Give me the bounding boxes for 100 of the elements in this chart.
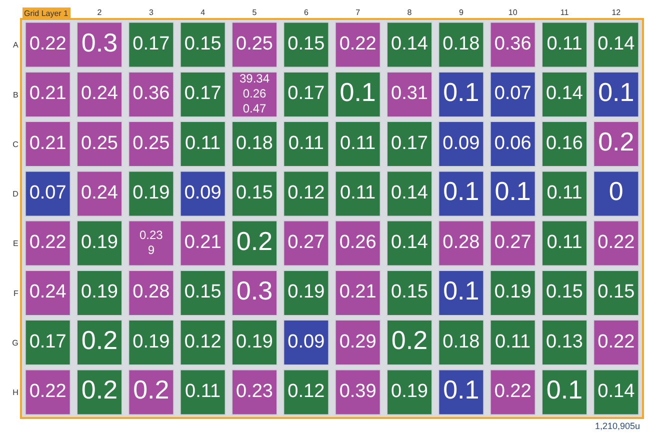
y-tick-label: B — [13, 90, 18, 100]
data-label: 0.28 — [442, 232, 480, 254]
data-label: 0.1 — [340, 76, 376, 107]
data-label: 0.09 — [442, 132, 480, 154]
data-label: 0.22 — [339, 34, 376, 55]
data-label: 0.3 — [81, 27, 118, 58]
data-label: 0.39 — [339, 380, 376, 402]
data-label: 0.18 — [442, 331, 480, 352]
data-label: 0.2 — [81, 374, 118, 405]
chart-title: Grid Layer 1 — [24, 9, 69, 18]
data-label: 0.21 — [339, 282, 376, 303]
data-label: 0.24 — [29, 282, 67, 303]
data-label: 0.1 — [443, 275, 480, 306]
data-label: 0.15 — [546, 282, 583, 303]
data-label: 0.2 — [598, 126, 634, 157]
x-tick-label: 12 — [612, 8, 622, 17]
data-label: 0.11 — [340, 132, 376, 154]
x-tick-label: 2 — [97, 8, 102, 17]
y-tick-label: C — [12, 140, 19, 149]
x-tick-label: 4 — [200, 8, 206, 17]
data-label: 0.25 — [132, 132, 170, 154]
text: 1,210,905u — [595, 421, 640, 431]
data-label: 0.19 — [81, 282, 118, 303]
y-tick-label: G — [12, 338, 18, 348]
data-label: 0.15 — [236, 182, 273, 204]
data-label: 0.29 — [339, 331, 376, 352]
data-label: 0.13 — [546, 331, 583, 352]
text: 39.34 0.26 0.47 — [239, 72, 270, 116]
data-label: 0.07 — [494, 83, 532, 104]
data-label: 0.17 — [288, 83, 325, 104]
data-label: 0.19 — [132, 182, 170, 204]
data-label: 0.22 — [598, 232, 635, 254]
data-label: 0.09 — [184, 182, 222, 204]
data-label: 0.14 — [391, 34, 428, 55]
data-label: 0.2 — [236, 226, 273, 256]
data-label: 0.17 — [184, 83, 222, 104]
data-label: 0.23 — [236, 380, 273, 402]
data-label: 0.26 — [339, 232, 376, 254]
data-label: 0 — [608, 176, 624, 206]
data-label: 0.2 — [391, 325, 428, 356]
data-label: 0.15 — [184, 282, 222, 303]
data-label: 0.15 — [288, 34, 325, 55]
data-label: 0.2 — [81, 325, 118, 356]
data-label: 0.17 — [132, 34, 170, 55]
data-label: 0.14 — [391, 182, 428, 204]
data-label: 0.27 — [288, 232, 325, 254]
data-label: 0.14 — [598, 380, 636, 402]
data-label: 0.22 — [29, 34, 66, 55]
data-label: 0.14 — [598, 34, 636, 55]
data-label: 0.12 — [288, 182, 325, 204]
data-label: 0.1 — [443, 374, 480, 405]
data-label: 0.25 — [81, 132, 118, 154]
data-label: 0.19 — [81, 232, 118, 254]
y-tick-label: F — [14, 288, 19, 298]
x-tick-label: 6 — [304, 8, 309, 17]
data-label: 0.11 — [546, 232, 582, 254]
data-label: 0.12 — [288, 380, 325, 402]
data-label: 0.11 — [546, 34, 582, 55]
data-label: 0.15 — [598, 282, 635, 303]
data-label: 0.22 — [29, 380, 66, 402]
data-label: 0.1 — [598, 76, 634, 107]
data-label: 0.12 — [184, 331, 222, 352]
data-label: 0.21 — [29, 83, 66, 104]
data-label: 0.11 — [288, 132, 324, 154]
data-label: 0.19 — [494, 282, 532, 303]
data-label: 0.1 — [443, 76, 480, 107]
data-label: 0.25 — [236, 34, 273, 55]
x-tick-label: 5 — [252, 8, 258, 17]
x-tick-label: 8 — [407, 8, 412, 17]
data-label: 0.11 — [185, 380, 221, 402]
data-label: 0.1 — [546, 374, 583, 405]
text: 0.23 9 — [139, 228, 163, 257]
data-label: 0.11 — [340, 182, 376, 204]
data-label: 0.22 — [598, 331, 635, 352]
y-tick-label: E — [13, 239, 18, 248]
data-label: 0.21 — [184, 232, 222, 254]
y-tick-label: D — [12, 189, 19, 198]
x-tick-label: 10 — [508, 8, 518, 17]
data-label: 0.2 — [133, 374, 170, 405]
x-tick-label: 11 — [560, 8, 570, 17]
data-label: 0.19 — [288, 282, 325, 303]
data-label: 0.18 — [236, 132, 273, 154]
x-tick-label: 7 — [356, 8, 361, 17]
data-label: 0.22 — [494, 380, 532, 402]
data-label: 0.31 — [391, 83, 428, 104]
y-tick-label: A — [13, 40, 20, 50]
data-label: 0.06 — [494, 132, 532, 154]
data-label: 0.14 — [546, 83, 584, 104]
x-tick-label: 3 — [148, 8, 154, 17]
data-label: 0.19 — [132, 331, 170, 352]
data-label: 0.15 — [184, 34, 222, 55]
y-tick-label: H — [12, 388, 19, 397]
data-label: 0.17 — [391, 132, 428, 154]
data-label: 0.27 — [494, 232, 532, 254]
data-label: 0.11 — [546, 182, 582, 204]
data-label: 0.19 — [391, 380, 428, 402]
data-label: 0.18 — [442, 34, 480, 55]
data-label: 0.1 — [494, 176, 531, 206]
data-label: 0.15 — [391, 282, 428, 303]
data-label: 0.21 — [29, 132, 66, 154]
